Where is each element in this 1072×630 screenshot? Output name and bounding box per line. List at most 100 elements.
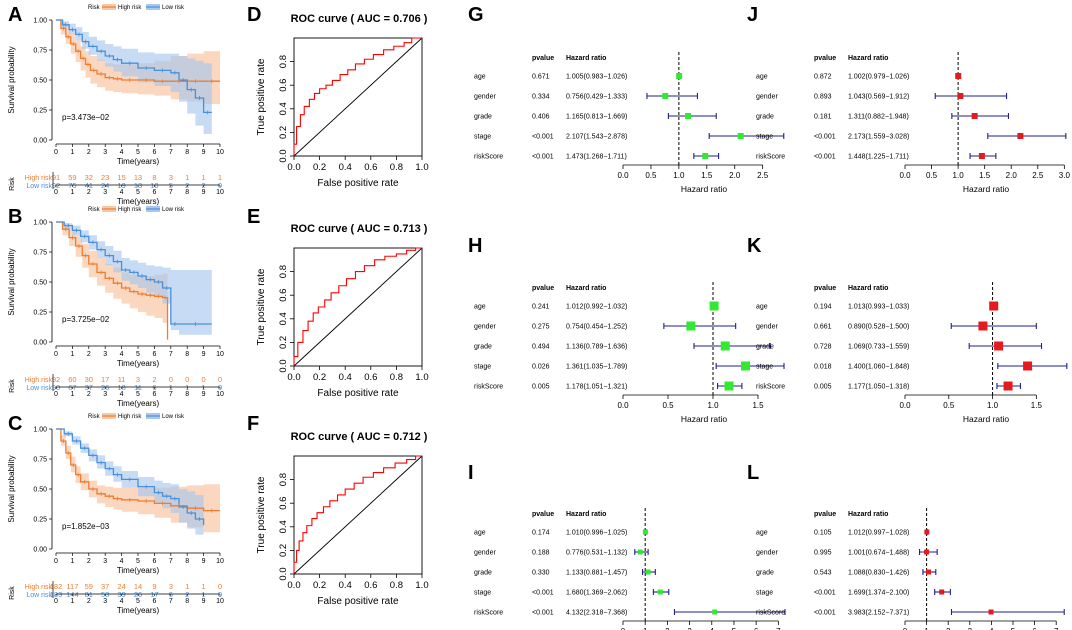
roc-title: ROC curve ( AUC = 0.713 ) [291,223,428,235]
y-axis-title: Survival probability [7,46,16,113]
x-tick-label: 2.0 [729,171,741,180]
row-label: gender [756,324,778,331]
x-tick-label: 0.0 [899,401,911,410]
hazard-marker [642,529,648,535]
hazard-marker [676,73,683,79]
row-hazard-text: 1.013(0.993−1.033) [848,304,909,311]
x-tick-label: 1.0 [707,401,719,410]
x-tick-label: 7 [1054,627,1059,630]
row-pvalue: 0.494 [532,344,550,351]
x-tick-label: 0.5 [645,171,657,180]
x-tick-label: 3 [103,558,107,565]
hazard-marker [720,341,730,351]
risk-count: 1 [202,582,206,591]
risk-x-tick-label: 4 [120,391,124,398]
roc-curve [293,247,422,366]
x-tick-label: 3 [103,351,107,358]
row-pvalue: 0.275 [532,324,550,331]
risk-row-label: High risk [25,584,53,591]
legend-label-high: High risk [118,5,142,11]
x-tick-label: 1 [924,627,929,630]
row-label: stage [474,134,491,141]
risk-count: 23 [101,173,109,182]
risk-x-tick-label: 5 [136,598,140,605]
risk-x-tick-label: 2 [87,598,91,605]
roc-curve [293,37,422,156]
row-label: age [756,74,768,81]
row-label: age [756,530,768,537]
y-tick-label: 0.6 [278,79,289,92]
row-hazard-text: 1.400(1.060−1.848) [848,364,909,371]
risk-x-title: Time(years) [117,399,160,408]
row-pvalue: 0.026 [532,364,550,371]
row-hazard-text: 1.680(1.369−2.062) [566,590,627,597]
row-pvalue: <0.001 [814,154,836,161]
hazard-marker [978,153,985,159]
header-pvalue: pvalue [814,285,836,292]
row-label: stage [756,134,773,141]
row-hazard-text: 1.136(0.789−1.636) [566,344,627,351]
row-hazard-text: 1.088(0.830−1.426) [848,570,909,577]
panel-letter-f: F [247,413,260,435]
risk-table-title: Risk [9,177,16,191]
x-tick-label: 4 [120,558,124,565]
x-tick-label: 5 [136,351,140,358]
x-tick-label: 6 [152,558,156,565]
risk-x-tick-label: 0 [54,189,58,196]
ci-band-low [56,20,212,134]
roc-frame [293,37,423,157]
row-pvalue: 0.671 [532,74,550,81]
risk-count: 32 [85,173,93,182]
row-label: stage [756,590,773,597]
x-tick-label: 4 [120,351,124,358]
panel-letter-g: G [468,4,484,26]
hazard-marker [989,301,999,311]
x-tick-label: 3 [968,627,973,630]
risk-count: 13 [134,173,142,182]
hazard-marker [924,549,930,555]
row-hazard-text: 0.754(0.454−1.252) [566,324,627,331]
row-label: gender [474,550,496,557]
risk-count: 3 [136,375,140,384]
row-label: gender [474,94,496,101]
hazard-marker [988,609,994,615]
risk-x-tick-label: 2 [87,391,91,398]
x-axis-title: Hazard ratio [963,184,1010,194]
x-tick-label: 7 [169,351,173,358]
row-hazard-text: 2.173(1.559−3.028) [848,134,909,141]
x-tick-label: 2.5 [1032,171,1044,180]
risk-count: 1 [218,173,222,182]
row-label: age [474,530,486,537]
x-tick-label: 2 [946,627,951,630]
roc-frame [293,247,423,367]
row-pvalue: 0.188 [532,550,550,557]
risk-count: 0 [218,375,222,384]
risk-x-tick-label: 9 [202,598,206,605]
x-tick-label: 0.0 [899,171,911,180]
header-pvalue: pvalue [814,511,836,518]
row-hazard-text: 1.311(0.882−1.948) [848,114,909,121]
row-label: grade [474,114,492,121]
hazard-marker [955,73,962,79]
row-label: gender [756,550,778,557]
hazard-marker [740,361,750,371]
x-tick-label: 2 [665,627,670,630]
risk-x-tick-label: 1 [70,598,74,605]
x-tick-label: 5 [1011,627,1016,630]
row-hazard-text: 2.107(1.543−2.878) [566,134,627,141]
x-tick-label: 0.2 [313,580,326,591]
row-label: riskScore [756,610,785,617]
x-axis-title: Time(years) [117,566,160,575]
row-pvalue: 0.893 [814,94,832,101]
risk-x-tick-label: 3 [103,598,107,605]
row-hazard-text: 0.776(0.531−1.132) [566,550,627,557]
row-pvalue: <0.001 [814,610,836,617]
x-tick-label: 1.5 [752,401,764,410]
forest-panel-I: pvalue Hazard ratio age 0.174 1.010(0.996−1.… [474,508,786,630]
row-hazard-text: 1.361(1.035−1.789) [566,364,627,371]
row-hazard-text: 1.002(0.979−1.026) [848,74,909,81]
row-hazard-text: 1.043(0.569−1.912) [848,94,909,101]
x-tick-label: 0 [54,558,58,565]
risk-x-tick-label: 8 [185,391,189,398]
km-curve-high [56,428,220,512]
